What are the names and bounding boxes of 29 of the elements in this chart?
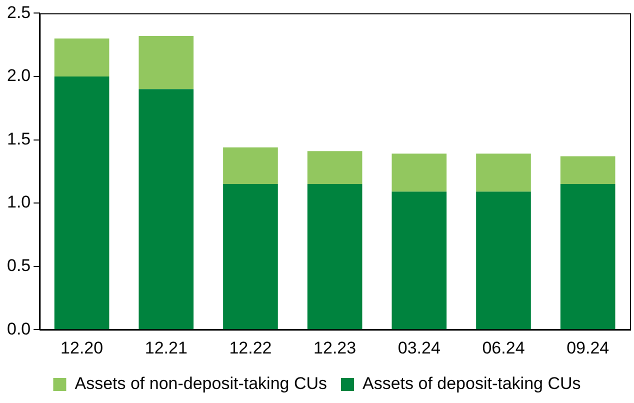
y-tick-label: 1.5 bbox=[6, 129, 31, 148]
x-tick-label: 06.24 bbox=[482, 338, 525, 358]
legend-label: Assets of deposit-taking CUs bbox=[362, 374, 581, 394]
bar bbox=[476, 154, 531, 192]
bar bbox=[307, 151, 362, 184]
y-tick-label: 0.0 bbox=[6, 319, 31, 338]
y-tick-label: 2.5 bbox=[6, 2, 31, 22]
bar bbox=[223, 184, 278, 330]
bar bbox=[476, 192, 531, 330]
y-tick-label: 2.0 bbox=[6, 66, 31, 86]
bar bbox=[392, 154, 447, 192]
x-tick-label: 09.24 bbox=[566, 338, 610, 358]
x-tick-label: 12.21 bbox=[144, 338, 188, 358]
bar bbox=[560, 156, 616, 184]
bar bbox=[138, 89, 194, 330]
bar bbox=[138, 36, 194, 90]
bar bbox=[307, 184, 362, 330]
y-tick-label: 1.0 bbox=[6, 192, 31, 212]
x-tick-label: 03.24 bbox=[398, 338, 440, 358]
bar bbox=[392, 192, 447, 330]
bar bbox=[54, 76, 110, 330]
bar bbox=[223, 147, 278, 184]
x-tick-label: 12.22 bbox=[229, 338, 272, 358]
x-tick-label: 12.23 bbox=[314, 338, 356, 358]
y-tick-label: 0.5 bbox=[6, 256, 31, 276]
legend-label: Assets of non-deposit-taking CUs bbox=[74, 374, 328, 394]
bar bbox=[54, 38, 110, 76]
bar bbox=[560, 184, 616, 330]
x-tick-label: 12.20 bbox=[60, 338, 104, 358]
